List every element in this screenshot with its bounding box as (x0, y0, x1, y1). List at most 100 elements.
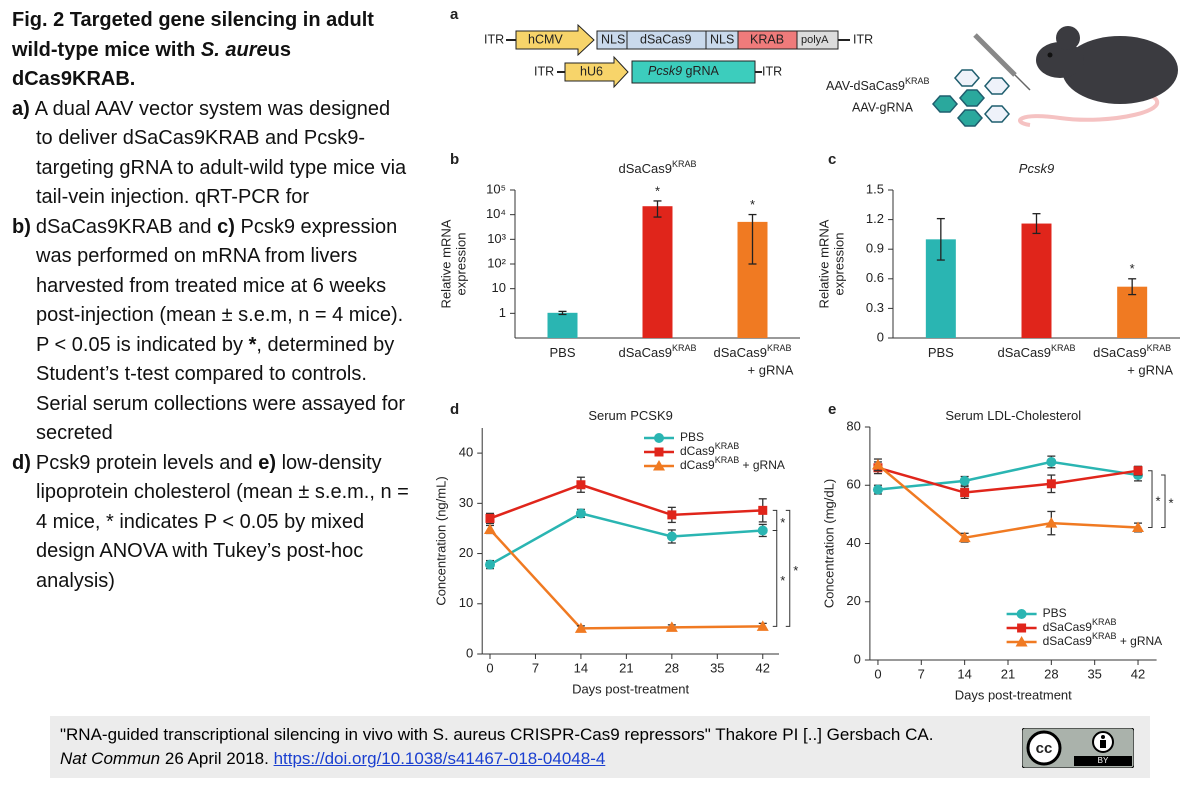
text-sup: KRAB (1147, 343, 1172, 353)
vector-label: AAV-dSaCas9KRAB (826, 76, 930, 93)
y-tick-label: 60 (846, 477, 860, 492)
mouse (973, 26, 1178, 127)
by-body (1100, 740, 1106, 748)
chart-title: Serum PCSK9 (588, 408, 673, 423)
by-head (1101, 735, 1105, 739)
x-tick-label: 14 (574, 660, 588, 675)
chart-title: dSaCas9KRAB (619, 159, 697, 176)
x-tick-label: 42 (1131, 666, 1145, 681)
marker (958, 531, 971, 543)
y-axis-label: Concentration (mg/dL) (821, 479, 836, 608)
promoter (515, 23, 595, 57)
x-tick-label: + gRNA (748, 362, 794, 377)
text-suffix: + gRNA (739, 458, 785, 472)
y-tick-label: 0 (877, 329, 884, 344)
marker (483, 523, 496, 534)
marker (872, 484, 883, 495)
nls-label: NLS (601, 32, 625, 46)
item-text: low-density lipoprotein cholesterol (mea… (36, 451, 409, 592)
bracket (785, 509, 791, 627)
text-part: PBS (680, 430, 704, 444)
title-part: S. aure (200, 38, 268, 61)
y-tick-label: 0 (466, 645, 473, 660)
text-part: dSaCas9 (1043, 634, 1093, 648)
legend-marker (1015, 636, 1028, 647)
legend-label: dSaCas9KRAB (1043, 617, 1117, 634)
vector-text: AAV-dSaCas9 (826, 79, 905, 93)
x-tick-label: 14 (957, 666, 971, 681)
itr: ITR (853, 32, 873, 46)
text-part: Serum PCSK9 (588, 408, 673, 423)
legend-label: PBS (1043, 606, 1067, 620)
bracket (1148, 470, 1153, 528)
itr: ITR (534, 64, 554, 78)
figure: a ITR hCMV NLS dSaCas9 NLS KRAB polyA IT… (434, 6, 1180, 702)
marker (1133, 466, 1143, 476)
y-tick-label: 1.5 (866, 181, 884, 196)
x-tick-label: dSaCas9KRAB (619, 343, 697, 360)
item-text: A dual AAV vector system was designed to… (34, 97, 407, 209)
x-tick-label: 28 (1044, 666, 1058, 681)
marker (756, 620, 769, 631)
bracket-label: * (793, 563, 798, 578)
legend-label: dCas9KRAB (680, 441, 739, 458)
y-tick-label: 10² (487, 255, 506, 270)
y-tick-label: 0 (854, 651, 861, 666)
x-tick-label: 35 (1087, 666, 1101, 681)
x-tick-label: dSaCas9KRAB (998, 343, 1076, 360)
y-axis-label: Relative mRNA (438, 219, 453, 308)
y-tick-label: 0.3 (866, 300, 884, 315)
series-line (877, 466, 1139, 494)
grna-gene: Pcsk9 (648, 64, 682, 78)
license-badge: cc BY (1022, 728, 1134, 768)
bracket (1161, 474, 1166, 528)
promoter-label: hCMV (528, 32, 563, 46)
legend-label: dCas9KRAB + gRNA (680, 455, 785, 472)
series-line (489, 483, 763, 520)
text-sup: KRAB (672, 343, 697, 353)
x-tick-label: 7 (532, 660, 539, 675)
marker (871, 458, 884, 470)
y-tick-label: 1 (499, 305, 506, 320)
bracket-label: * (780, 573, 785, 588)
y-tick-label: 20 (459, 545, 473, 560)
text-suffix: + gRNA (1116, 634, 1162, 648)
marker (575, 508, 586, 519)
marker (758, 505, 768, 515)
x-axis-label: Days post-treatment (955, 687, 1072, 702)
bar (1117, 286, 1148, 338)
legend-label: dSaCas9KRAB + gRNA (1043, 631, 1163, 648)
item-text: , determined by Student’s t-test compare… (36, 333, 406, 445)
y-tick-label: 40 (846, 535, 860, 550)
y-tick-label: 20 (846, 593, 860, 608)
y-tick-label: 80 (846, 418, 860, 433)
marker (1045, 517, 1058, 528)
grna (631, 60, 756, 84)
text-part: dSaCas9 (714, 345, 767, 360)
text-part: dSaCas9 (619, 345, 672, 360)
journal: Nat Commun (60, 749, 161, 768)
text-italic: Pcsk9 (1019, 161, 1054, 176)
text-sup: KRAB (1092, 631, 1117, 641)
x-tick-label: PBS (928, 345, 954, 360)
doi-link[interactable]: https://doi.org/10.1038/s41467-018-04048… (273, 749, 606, 768)
krab-label: KRAB (750, 32, 784, 46)
caption: Fig. 2 Targeted gene silencing in adult … (12, 6, 410, 596)
legend-marker (654, 433, 664, 443)
marker (1046, 456, 1057, 467)
x-tick-label: 7 (918, 666, 925, 681)
bracket-label: * (1168, 496, 1173, 511)
caption-item: b) dSaCas9KRAB and c) Pcsk9 expression wa… (12, 213, 410, 449)
x-tick-label: 0 (874, 666, 881, 681)
panel-letter: a (450, 6, 459, 23)
citation: "RNA-guided transcriptional silencing in… (60, 723, 933, 771)
text-part: PBS (928, 345, 954, 360)
chart-title: Pcsk9 (1019, 161, 1054, 176)
series-line (489, 512, 763, 566)
panel-letter: b (450, 151, 459, 168)
promoter-label: hU6 (580, 64, 603, 78)
x-tick-label: 21 (619, 660, 633, 675)
x-tick-label: + gRNA (1127, 362, 1173, 377)
marker (1046, 479, 1056, 489)
